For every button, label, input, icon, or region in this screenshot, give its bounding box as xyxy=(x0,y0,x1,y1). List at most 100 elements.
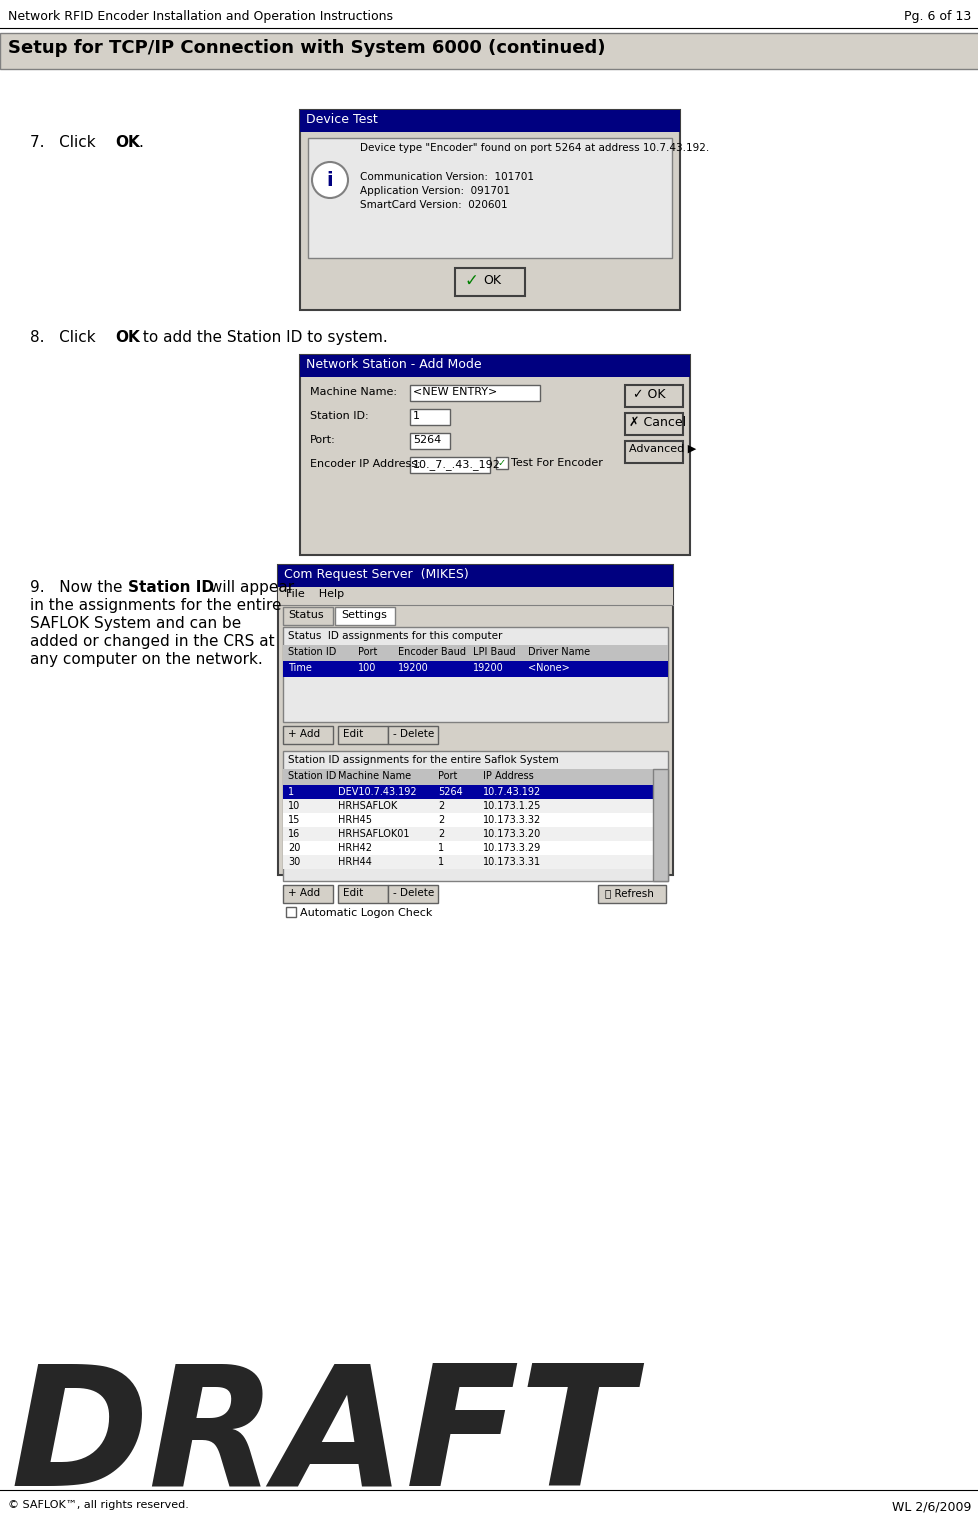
Text: HRH45: HRH45 xyxy=(337,815,372,824)
FancyBboxPatch shape xyxy=(283,626,667,721)
Text: Device type "Encoder" found on port 5264 at address 10.7.43.192.: Device type "Encoder" found on port 5264… xyxy=(360,143,708,154)
Text: 16: 16 xyxy=(288,829,300,840)
FancyBboxPatch shape xyxy=(299,355,689,556)
Text: 🔄 Refresh: 🔄 Refresh xyxy=(604,889,653,898)
Text: Automatic Logon Check: Automatic Logon Check xyxy=(299,909,432,918)
FancyBboxPatch shape xyxy=(624,413,683,434)
Text: 10.173.1.25: 10.173.1.25 xyxy=(482,801,541,810)
Text: 8.   Click: 8. Click xyxy=(30,330,101,345)
Text: 5264: 5264 xyxy=(413,434,441,445)
FancyBboxPatch shape xyxy=(283,827,652,841)
FancyBboxPatch shape xyxy=(337,886,387,903)
Text: added or changed in the CRS at: added or changed in the CRS at xyxy=(30,634,275,649)
Text: 10.173.3.29: 10.173.3.29 xyxy=(482,843,541,853)
FancyBboxPatch shape xyxy=(283,886,333,903)
FancyBboxPatch shape xyxy=(410,385,540,401)
FancyBboxPatch shape xyxy=(624,441,683,464)
Text: Setup for TCP/IP Connection with System 6000 (continued): Setup for TCP/IP Connection with System … xyxy=(8,38,604,57)
Text: Communication Version:  101701: Communication Version: 101701 xyxy=(360,172,533,183)
FancyBboxPatch shape xyxy=(308,138,671,258)
FancyBboxPatch shape xyxy=(652,769,667,881)
Text: to add the Station ID to system.: to add the Station ID to system. xyxy=(138,330,387,345)
Text: 15: 15 xyxy=(288,815,300,824)
FancyBboxPatch shape xyxy=(286,907,295,916)
Text: 7.   Click: 7. Click xyxy=(30,135,101,150)
Text: 1: 1 xyxy=(288,787,293,797)
Text: Station ID:: Station ID: xyxy=(310,411,369,421)
FancyBboxPatch shape xyxy=(283,814,652,827)
Text: - Delete: - Delete xyxy=(392,729,434,738)
Text: LPI Baud: LPI Baud xyxy=(472,646,515,657)
Text: OK: OK xyxy=(114,330,140,345)
FancyBboxPatch shape xyxy=(283,800,652,814)
Text: ✓: ✓ xyxy=(465,272,478,290)
Text: 10.7.43.192: 10.7.43.192 xyxy=(482,787,541,797)
Text: 5264: 5264 xyxy=(437,787,463,797)
Text: Port: Port xyxy=(437,771,457,781)
FancyBboxPatch shape xyxy=(598,886,665,903)
FancyBboxPatch shape xyxy=(410,408,450,425)
Text: 2: 2 xyxy=(437,829,444,840)
FancyBboxPatch shape xyxy=(278,565,672,875)
Text: HRHSAFLOK: HRHSAFLOK xyxy=(337,801,397,810)
FancyBboxPatch shape xyxy=(387,886,437,903)
Text: Port: Port xyxy=(358,646,377,657)
Text: 19200: 19200 xyxy=(398,663,428,672)
Text: 10.173.3.31: 10.173.3.31 xyxy=(482,857,541,867)
Text: Time: Time xyxy=(288,663,312,672)
Text: Edit: Edit xyxy=(342,729,363,738)
Text: Station ID assignments for the entire Saflok System: Station ID assignments for the entire Sa… xyxy=(288,755,558,764)
Text: Pg. 6 of 13: Pg. 6 of 13 xyxy=(903,11,970,23)
Text: Settings: Settings xyxy=(340,609,386,620)
Text: Station ID: Station ID xyxy=(288,646,336,657)
Text: ✓: ✓ xyxy=(498,457,506,468)
Text: 1: 1 xyxy=(413,411,420,421)
Text: in the assignments for the entire: in the assignments for the entire xyxy=(30,599,282,612)
Text: HRH42: HRH42 xyxy=(337,843,372,853)
Text: 30: 30 xyxy=(288,857,300,867)
Text: - Delete: - Delete xyxy=(392,889,434,898)
FancyBboxPatch shape xyxy=(283,751,667,881)
Text: 10._7._.43._192: 10._7._.43._192 xyxy=(413,459,501,470)
FancyBboxPatch shape xyxy=(278,586,672,605)
Text: Device Test: Device Test xyxy=(306,114,378,126)
Text: ✗ Cancel: ✗ Cancel xyxy=(628,416,686,428)
Text: Driver Name: Driver Name xyxy=(527,646,590,657)
Text: Station ID: Station ID xyxy=(288,771,336,781)
Text: Network Station - Add Mode: Network Station - Add Mode xyxy=(306,358,481,371)
Text: 1: 1 xyxy=(437,843,444,853)
Text: 10: 10 xyxy=(288,801,300,810)
Text: Encoder Baud: Encoder Baud xyxy=(398,646,466,657)
Circle shape xyxy=(312,163,347,198)
Text: DEV10.7.43.192: DEV10.7.43.192 xyxy=(337,787,417,797)
FancyBboxPatch shape xyxy=(283,841,652,855)
FancyBboxPatch shape xyxy=(387,726,437,744)
Text: 9.   Now the: 9. Now the xyxy=(30,580,127,596)
FancyBboxPatch shape xyxy=(299,111,680,132)
FancyBboxPatch shape xyxy=(283,855,652,869)
Text: 10.173.3.20: 10.173.3.20 xyxy=(482,829,541,840)
FancyBboxPatch shape xyxy=(496,457,508,470)
Text: SmartCard Version:  020601: SmartCard Version: 020601 xyxy=(360,200,508,210)
Text: Advanced ▶: Advanced ▶ xyxy=(628,444,695,454)
Text: Application Version:  091701: Application Version: 091701 xyxy=(360,186,510,196)
Text: 1: 1 xyxy=(437,857,444,867)
FancyBboxPatch shape xyxy=(283,726,333,744)
Text: Port:: Port: xyxy=(310,434,335,445)
Text: 19200: 19200 xyxy=(472,663,504,672)
FancyBboxPatch shape xyxy=(337,726,387,744)
Text: will appear: will appear xyxy=(204,580,293,596)
FancyBboxPatch shape xyxy=(455,269,524,296)
Text: 20: 20 xyxy=(288,843,300,853)
FancyBboxPatch shape xyxy=(283,662,667,677)
Text: Encoder IP Address:: Encoder IP Address: xyxy=(310,459,421,470)
Text: IP Address: IP Address xyxy=(482,771,533,781)
FancyBboxPatch shape xyxy=(278,565,672,586)
Text: Machine Name:: Machine Name: xyxy=(310,387,397,398)
Text: Station ID: Station ID xyxy=(128,580,214,596)
Text: Edit: Edit xyxy=(342,889,363,898)
Text: SAFLOK System and can be: SAFLOK System and can be xyxy=(30,616,241,631)
Text: WL 2/6/2009: WL 2/6/2009 xyxy=(891,1500,970,1514)
Text: + Add: + Add xyxy=(288,889,320,898)
Text: DRAFT: DRAFT xyxy=(10,1357,633,1520)
